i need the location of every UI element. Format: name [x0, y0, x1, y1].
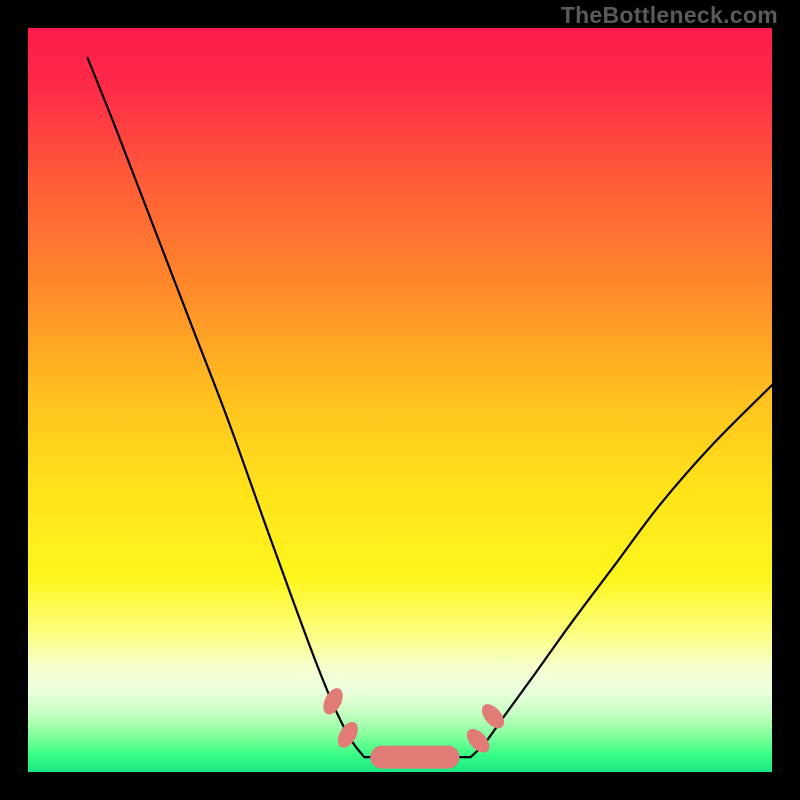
markers-group [319, 685, 508, 769]
marker [334, 718, 362, 751]
plot-area [28, 28, 772, 772]
curve-right [471, 385, 772, 757]
marker [370, 746, 459, 769]
marker [319, 685, 346, 718]
chart-overlay [28, 28, 772, 772]
marker [463, 725, 494, 757]
watermark: TheBottleneck.com [561, 2, 778, 29]
curve-left [88, 58, 365, 757]
